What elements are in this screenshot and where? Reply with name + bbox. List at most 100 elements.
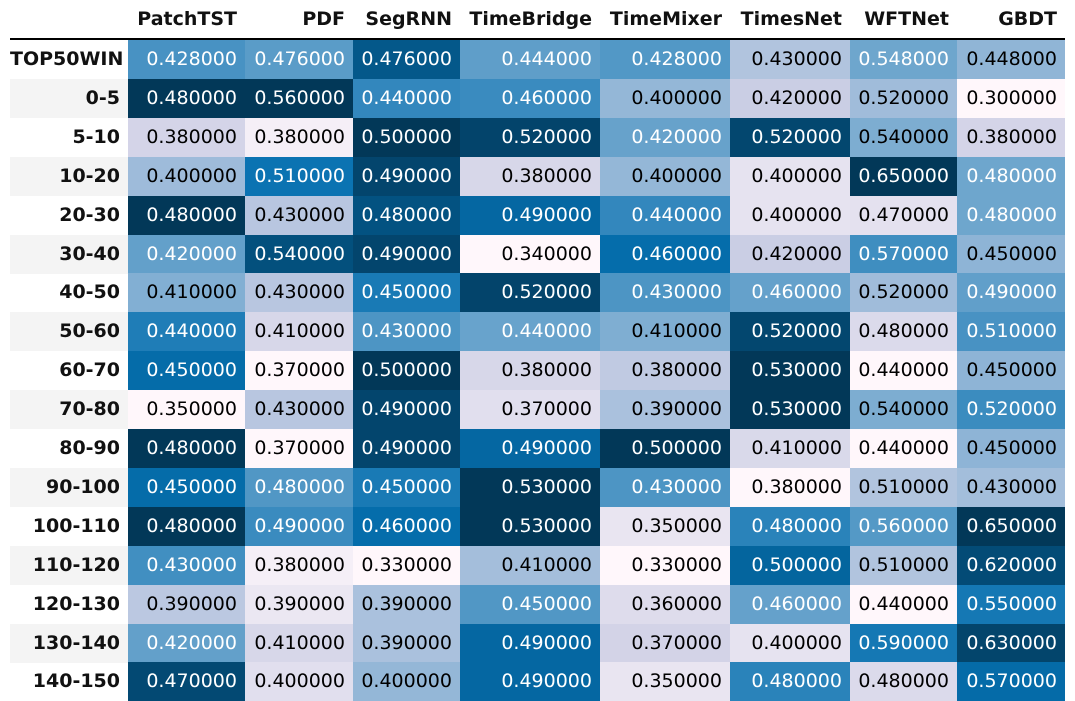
heatmap-cell: 0.380000 [460, 351, 600, 391]
heatmap-cell: 0.380000 [245, 545, 353, 585]
heatmap-cell: 0.370000 [600, 623, 730, 663]
heatmap-cell: 0.520000 [957, 390, 1065, 430]
heatmap-cell: 0.480000 [957, 156, 1065, 196]
heatmap-cell: 0.444000 [460, 40, 600, 79]
row-label: 10-20 [10, 156, 128, 196]
heatmap-cell: 0.350000 [600, 506, 730, 546]
row-label: 70-80 [10, 390, 128, 430]
column-header-timebridge: TimeBridge [469, 8, 592, 30]
heatmap-cell: 0.480000 [730, 506, 850, 546]
heatmap-cell: 0.510000 [850, 545, 957, 585]
heatmap-cell: 0.450000 [957, 351, 1065, 391]
heatmap-cell: 0.490000 [353, 234, 460, 274]
heatmap-cell: 0.520000 [460, 117, 600, 157]
heatmap-cell: 0.340000 [460, 234, 600, 274]
heatmap-cell: 0.390000 [245, 584, 353, 624]
heatmap-cell: 0.350000 [128, 390, 245, 430]
heatmap-cell: 0.380000 [957, 117, 1065, 157]
heatmap-cell: 0.430000 [600, 467, 730, 507]
heatmap-cell: 0.480000 [957, 195, 1065, 235]
row-label: 120-130 [32, 592, 120, 615]
heatmap-cell: 0.476000 [245, 40, 353, 79]
row-label: 100-110 [32, 514, 120, 537]
row-label: 5-10 [72, 125, 120, 148]
heatmap-cell: 0.500000 [600, 429, 730, 468]
heatmap-cell: 0.330000 [353, 545, 460, 585]
heatmap-cell: 0.420000 [128, 234, 245, 274]
heatmap-cell: 0.400000 [730, 623, 850, 663]
heatmap-cell: 0.430000 [730, 40, 850, 79]
row-label: 80-90 [59, 437, 120, 459]
heatmap-cell: 0.480000 [128, 506, 245, 546]
heatmap-cell: 0.428000 [128, 40, 245, 79]
heatmap-cell: 0.380000 [460, 156, 600, 196]
heatmap-cell: 0.570000 [850, 234, 957, 274]
heatmap-cell: 0.560000 [850, 506, 957, 546]
heatmap-cell: 0.400000 [128, 156, 245, 196]
heatmap-cell: 0.510000 [850, 467, 957, 507]
heatmap-cell: 0.450000 [128, 351, 245, 391]
row-label: 50-60 [10, 312, 128, 352]
column-header-gbdt: GBDT [998, 8, 1057, 30]
heatmap-cell: 0.440000 [353, 78, 460, 118]
row-label: 40-50 [59, 281, 120, 304]
heatmap-cell: 0.440000 [600, 195, 730, 235]
heatmap-cell: 0.410000 [460, 545, 600, 585]
heatmap-cell: 0.430000 [128, 545, 245, 585]
heatmap-cell: 0.480000 [245, 467, 353, 507]
heatmap-cell: 0.450000 [353, 273, 460, 313]
heatmap-cell: 0.480000 [353, 195, 460, 235]
heatmap-cell: 0.530000 [460, 506, 600, 546]
heatmap-cell: 0.590000 [850, 623, 957, 663]
heatmap-cell: 0.650000 [957, 506, 1065, 546]
heatmap-cell: 0.420000 [730, 234, 850, 274]
heatmap-cell: 0.410000 [730, 429, 850, 468]
heatmap-cell: 0.410000 [245, 312, 353, 352]
heatmap-cell: 0.480000 [128, 78, 245, 118]
column-header-patchtst: PatchTST [137, 8, 237, 30]
heatmap-cell: 0.380000 [600, 351, 730, 391]
heatmap-cell: 0.630000 [957, 623, 1065, 663]
heatmap-cell: 0.476000 [353, 40, 460, 79]
heatmap-cell: 0.440000 [850, 429, 957, 468]
heatmap-cell: 0.530000 [730, 390, 850, 430]
heatmap-cell: 0.510000 [245, 156, 353, 196]
heatmap-cell: 0.490000 [460, 195, 600, 235]
heatmap-cell: 0.390000 [600, 390, 730, 430]
heatmap-cell: 0.390000 [353, 584, 460, 624]
heatmap-cell: 0.490000 [245, 506, 353, 546]
heatmap-cell: 0.440000 [128, 312, 245, 352]
heatmap-cell: 0.430000 [245, 273, 353, 313]
row-label: 0-5 [10, 78, 128, 118]
heatmap-cell: 0.450000 [128, 467, 245, 507]
heatmap-cell: 0.480000 [850, 662, 957, 701]
heatmap-cell: 0.448000 [957, 40, 1065, 79]
heatmap-cell: 0.400000 [245, 662, 353, 701]
heatmap-cell: 0.450000 [957, 429, 1065, 468]
heatmap-cell: 0.380000 [245, 117, 353, 157]
heatmap-cell: 0.480000 [730, 662, 850, 701]
row-label: 90-100 [10, 467, 128, 507]
heatmap-cell: 0.490000 [460, 623, 600, 663]
heatmap-cell: 0.428000 [600, 40, 730, 79]
heatmap-cell: 0.620000 [957, 545, 1065, 585]
heatmap-cell: 0.540000 [245, 234, 353, 274]
heatmap-cell: 0.500000 [353, 351, 460, 391]
row-label: 140-150 [32, 670, 120, 693]
heatmap-cell: 0.460000 [730, 273, 850, 313]
heatmap-cell: 0.510000 [957, 312, 1065, 352]
heatmap-cell: 0.530000 [730, 351, 850, 391]
heatmap-cell: 0.540000 [850, 117, 957, 157]
heatmap-cell: 0.650000 [850, 156, 957, 196]
heatmap-cell: 0.520000 [460, 273, 600, 313]
heatmap-cell: 0.490000 [353, 429, 460, 468]
heatmap-cell: 0.480000 [128, 195, 245, 235]
heatmap-cell: 0.370000 [245, 351, 353, 391]
heatmap-cell: 0.410000 [128, 273, 245, 313]
column-header-segrnn: SegRNN [365, 8, 452, 30]
heatmap-cell: 0.350000 [600, 662, 730, 701]
heatmap-cell: 0.490000 [460, 429, 600, 468]
heatmap-cell: 0.490000 [957, 273, 1065, 313]
heatmap-cell: 0.430000 [353, 312, 460, 352]
